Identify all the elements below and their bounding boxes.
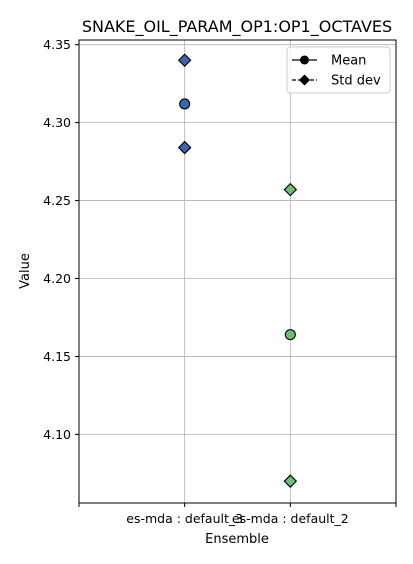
y-tick-label: 4.35 — [43, 37, 71, 52]
x-axis: es-mda : default_3es-mda : default_2 — [78, 503, 397, 526]
x-tick-label: es-mda : default_3 — [126, 511, 243, 526]
y-tick-label: 4.20 — [43, 271, 71, 286]
std-dev-marker — [177, 53, 192, 68]
axes-frame — [78, 39, 397, 504]
std-dev-marker — [283, 474, 298, 488]
legend-mean-marker — [300, 55, 309, 65]
mean-marker — [284, 329, 296, 341]
std-dev-marker — [177, 140, 192, 155]
legend-box — [286, 46, 391, 94]
y-tick-label: 4.25 — [43, 193, 71, 208]
x-tick-label: es-mda : default_2 — [232, 511, 349, 526]
std-dev-marker — [283, 182, 298, 197]
y-axis-label: Value — [18, 253, 33, 289]
legend: Mean Std dev — [286, 46, 391, 94]
y-tick-label: 4.30 — [43, 115, 71, 130]
mean-marker — [179, 98, 191, 110]
y-tick-label: 4.10 — [43, 427, 71, 442]
plot-area — [177, 53, 298, 488]
y-tick-label: 4.15 — [43, 349, 71, 364]
y-axis: 4.10 4.15 4.20 4.25 4.30 4.35 — [43, 37, 79, 442]
grid-lines — [79, 40, 396, 503]
chart-title: SNAKE_OIL_PARAM_OP1:OP1_OCTAVES — [82, 17, 392, 37]
legend-mean-label: Mean — [331, 54, 366, 69]
legend-std-marker — [299, 74, 310, 86]
x-axis-label: Ensemble — [205, 532, 269, 547]
legend-std-label: Std dev — [331, 74, 381, 89]
